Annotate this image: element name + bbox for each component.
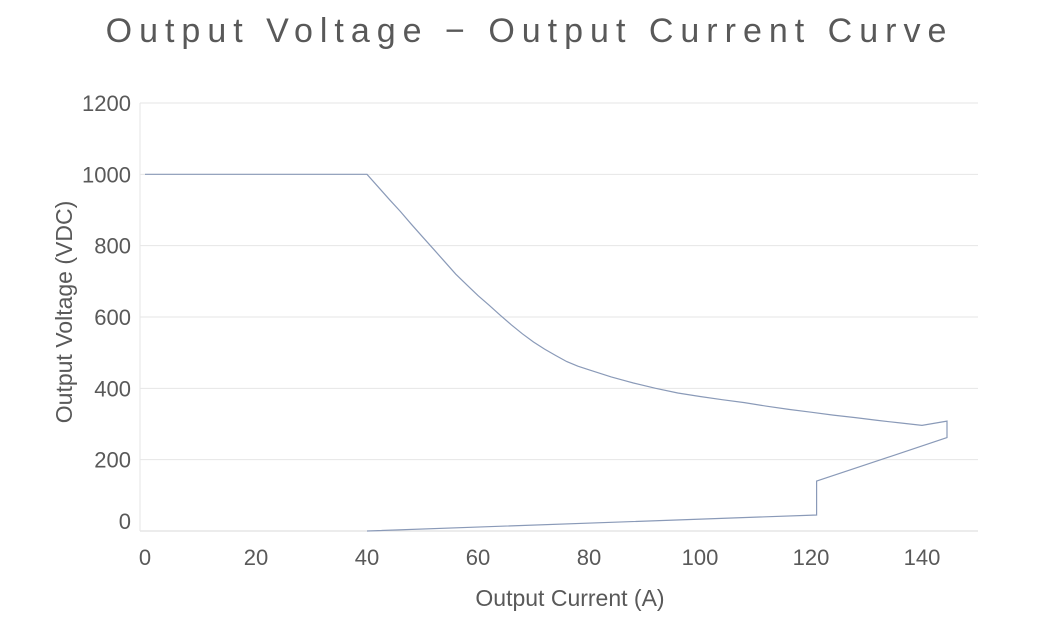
x-tick-label: 0: [139, 545, 151, 570]
y-axis-label: Output Voltage (VDC): [51, 201, 77, 423]
x-tick-label: 140: [904, 545, 941, 570]
chart-title: Output Voltage − Output Current Curve: [105, 12, 954, 50]
x-axis-label: Output Current (A): [475, 585, 664, 611]
x-tick-label: 20: [244, 545, 268, 570]
y-tick-label: 400: [94, 376, 131, 401]
y-tick-label: 600: [94, 305, 131, 330]
y-tick-label: 1200: [82, 91, 131, 116]
y-tick-label: 1000: [82, 162, 131, 187]
y-tick-label: 0: [119, 509, 131, 534]
y-tick-label: 800: [94, 234, 131, 259]
gridlines: [139, 102, 978, 532]
x-tick-label: 60: [466, 545, 490, 570]
x-tick-labels: 0 20 40 60 80 100 120 140: [139, 545, 940, 570]
y-tick-label: 200: [94, 448, 131, 473]
series-line: [145, 173, 948, 532]
x-tick-label: 120: [793, 545, 830, 570]
x-tick-label: 40: [355, 545, 379, 570]
y-tick-labels: 0 200 400 600 800 1000 1200: [82, 91, 131, 534]
x-tick-label: 80: [577, 545, 601, 570]
x-tick-label: 100: [682, 545, 719, 570]
